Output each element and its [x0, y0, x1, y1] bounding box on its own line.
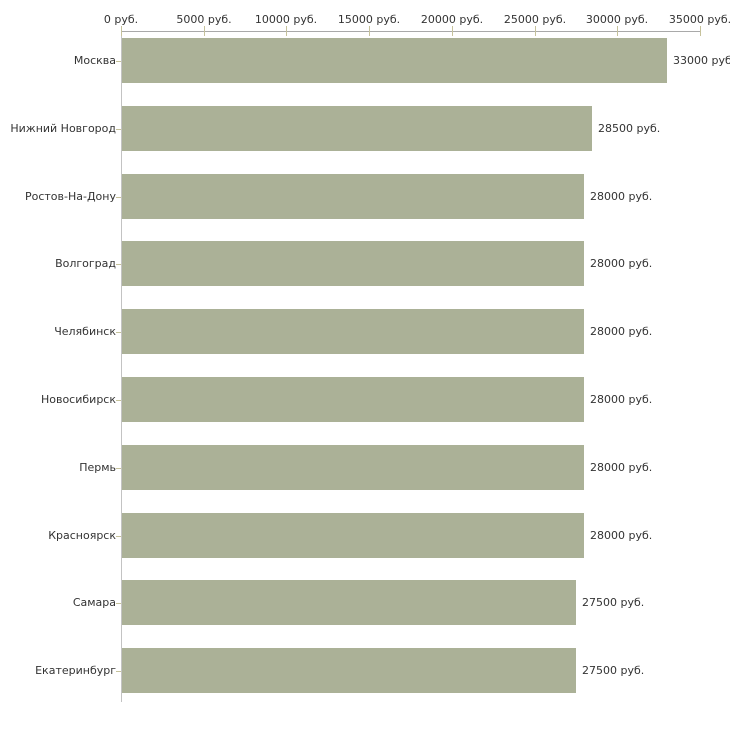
value-label: 28000 руб.: [590, 529, 653, 542]
value-label: 33000 руб: [673, 54, 730, 67]
category-tick: [116, 536, 121, 537]
x-axis-tick-label: 15000 руб.: [337, 13, 401, 26]
x-axis-tick: [121, 26, 122, 36]
category-tick: [116, 197, 121, 198]
value-label: 28500 руб.: [598, 122, 661, 135]
x-axis-tick: [617, 26, 618, 36]
bar: [122, 106, 592, 151]
x-axis-tick: [369, 26, 370, 36]
bar: [122, 38, 667, 83]
category-tick: [116, 332, 121, 333]
x-axis-tick-label: 30000 руб.: [585, 13, 649, 26]
category-label: Екатеринбург: [35, 664, 116, 677]
value-label: 27500 руб.: [582, 664, 645, 677]
value-label: 28000 руб.: [590, 257, 653, 270]
category-tick: [116, 61, 121, 62]
category-tick: [116, 400, 121, 401]
value-label: 27500 руб.: [582, 596, 645, 609]
value-label: 28000 руб.: [590, 190, 653, 203]
x-axis-tick-label: 0 руб.: [103, 13, 139, 26]
value-label: 28000 руб.: [590, 325, 653, 338]
category-label: Волгоград: [55, 257, 116, 270]
bar: [122, 445, 584, 490]
bar: [122, 241, 584, 286]
category-label: Ростов-На-Дону: [24, 190, 116, 203]
category-label: Красноярск: [48, 529, 116, 542]
category-tick: [116, 129, 121, 130]
category-label: Самара: [72, 596, 116, 609]
x-axis-tick-label: 20000 руб.: [420, 13, 484, 26]
x-axis-tick-label: 5000 руб.: [176, 13, 232, 26]
category-tick: [116, 603, 121, 604]
x-axis-tick: [535, 26, 536, 36]
value-label: 28000 руб.: [590, 393, 653, 406]
value-label: 28000 руб.: [590, 461, 653, 474]
category-tick: [116, 264, 121, 265]
bar: [122, 513, 584, 558]
category-label: Пермь: [79, 461, 116, 474]
bar: [122, 648, 576, 693]
category-label: Нижний Новгород: [10, 122, 116, 135]
y-axis-line: [121, 31, 122, 702]
x-axis-tick-label: 35000 руб.: [668, 13, 730, 26]
x-axis-tick: [204, 26, 205, 36]
category-label: Челябинск: [54, 325, 116, 338]
x-axis-line: [121, 31, 700, 32]
x-axis-tick-label: 25000 руб.: [503, 13, 567, 26]
category-label: Новосибирск: [40, 393, 116, 406]
x-axis-tick: [286, 26, 287, 36]
bar: [122, 174, 584, 219]
bar: [122, 377, 584, 422]
x-axis-tick: [452, 26, 453, 36]
x-axis-tick-label: 10000 руб.: [254, 13, 318, 26]
category-label: Москва: [73, 54, 116, 67]
bar: [122, 580, 576, 625]
x-axis-tick: [700, 26, 701, 36]
bar: [122, 309, 584, 354]
category-tick: [116, 468, 121, 469]
category-tick: [116, 671, 121, 672]
